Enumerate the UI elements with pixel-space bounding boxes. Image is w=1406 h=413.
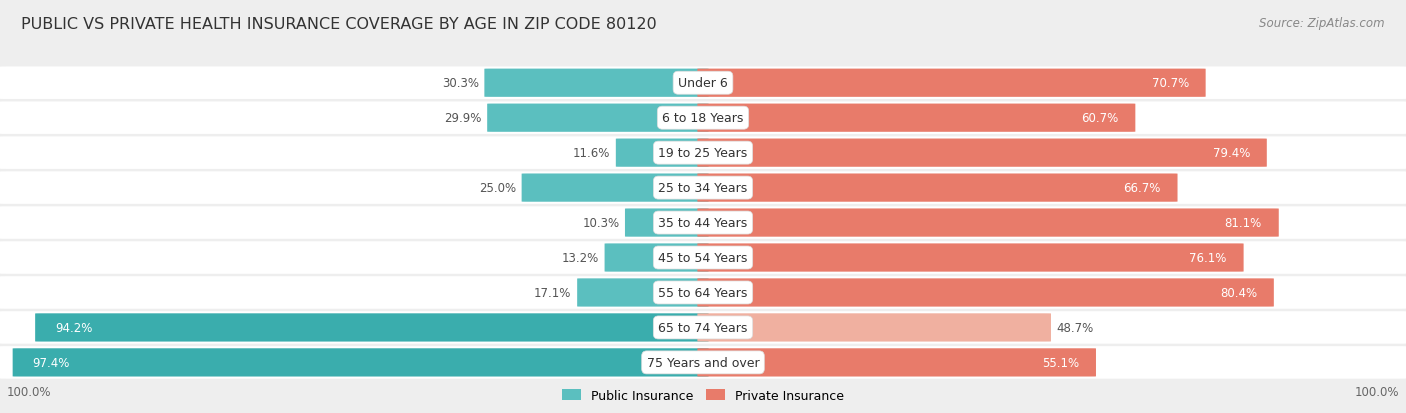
Text: 25.0%: 25.0% — [479, 182, 516, 195]
FancyBboxPatch shape — [697, 139, 1267, 167]
FancyBboxPatch shape — [0, 277, 1406, 309]
Text: 75 Years and over: 75 Years and over — [647, 356, 759, 369]
Text: 6 to 18 Years: 6 to 18 Years — [662, 112, 744, 125]
FancyBboxPatch shape — [0, 102, 1406, 135]
Legend: Public Insurance, Private Insurance: Public Insurance, Private Insurance — [557, 384, 849, 407]
Text: 48.7%: 48.7% — [1057, 321, 1094, 334]
FancyBboxPatch shape — [0, 172, 1406, 204]
FancyBboxPatch shape — [605, 244, 709, 272]
Text: 55 to 64 Years: 55 to 64 Years — [658, 286, 748, 299]
Text: 19 to 25 Years: 19 to 25 Years — [658, 147, 748, 160]
FancyBboxPatch shape — [697, 104, 1136, 133]
Text: 25 to 34 Years: 25 to 34 Years — [658, 182, 748, 195]
Text: 81.1%: 81.1% — [1225, 216, 1263, 230]
FancyBboxPatch shape — [0, 137, 1406, 169]
FancyBboxPatch shape — [0, 67, 1406, 100]
FancyBboxPatch shape — [488, 104, 709, 133]
FancyBboxPatch shape — [484, 69, 709, 97]
Text: 13.2%: 13.2% — [562, 252, 599, 264]
Text: 55.1%: 55.1% — [1042, 356, 1080, 369]
Text: 97.4%: 97.4% — [32, 356, 70, 369]
Text: 66.7%: 66.7% — [1123, 182, 1161, 195]
Text: 79.4%: 79.4% — [1212, 147, 1250, 160]
Text: 10.3%: 10.3% — [582, 216, 619, 230]
Text: 30.3%: 30.3% — [441, 77, 479, 90]
Text: 100.0%: 100.0% — [1354, 385, 1399, 398]
Text: 17.1%: 17.1% — [534, 286, 571, 299]
Text: 94.2%: 94.2% — [55, 321, 93, 334]
FancyBboxPatch shape — [0, 347, 1406, 379]
FancyBboxPatch shape — [578, 279, 709, 307]
Text: 60.7%: 60.7% — [1081, 112, 1119, 125]
FancyBboxPatch shape — [697, 69, 1206, 97]
FancyBboxPatch shape — [697, 174, 1178, 202]
FancyBboxPatch shape — [697, 209, 1279, 237]
Text: Source: ZipAtlas.com: Source: ZipAtlas.com — [1260, 17, 1385, 29]
Text: 76.1%: 76.1% — [1189, 252, 1226, 264]
Text: 11.6%: 11.6% — [572, 147, 610, 160]
Text: 29.9%: 29.9% — [444, 112, 482, 125]
Text: 35 to 44 Years: 35 to 44 Years — [658, 216, 748, 230]
Text: Under 6: Under 6 — [678, 77, 728, 90]
Text: 65 to 74 Years: 65 to 74 Years — [658, 321, 748, 334]
FancyBboxPatch shape — [0, 207, 1406, 239]
FancyBboxPatch shape — [522, 174, 709, 202]
FancyBboxPatch shape — [13, 349, 709, 377]
FancyBboxPatch shape — [616, 139, 709, 167]
FancyBboxPatch shape — [0, 311, 1406, 344]
FancyBboxPatch shape — [697, 279, 1274, 307]
Text: PUBLIC VS PRIVATE HEALTH INSURANCE COVERAGE BY AGE IN ZIP CODE 80120: PUBLIC VS PRIVATE HEALTH INSURANCE COVER… — [21, 17, 657, 31]
FancyBboxPatch shape — [697, 244, 1244, 272]
Text: 45 to 54 Years: 45 to 54 Years — [658, 252, 748, 264]
FancyBboxPatch shape — [0, 242, 1406, 274]
FancyBboxPatch shape — [35, 313, 709, 342]
Text: 80.4%: 80.4% — [1220, 286, 1257, 299]
FancyBboxPatch shape — [697, 313, 1052, 342]
Text: 100.0%: 100.0% — [7, 385, 52, 398]
Text: 70.7%: 70.7% — [1152, 77, 1189, 90]
FancyBboxPatch shape — [697, 349, 1097, 377]
FancyBboxPatch shape — [624, 209, 709, 237]
